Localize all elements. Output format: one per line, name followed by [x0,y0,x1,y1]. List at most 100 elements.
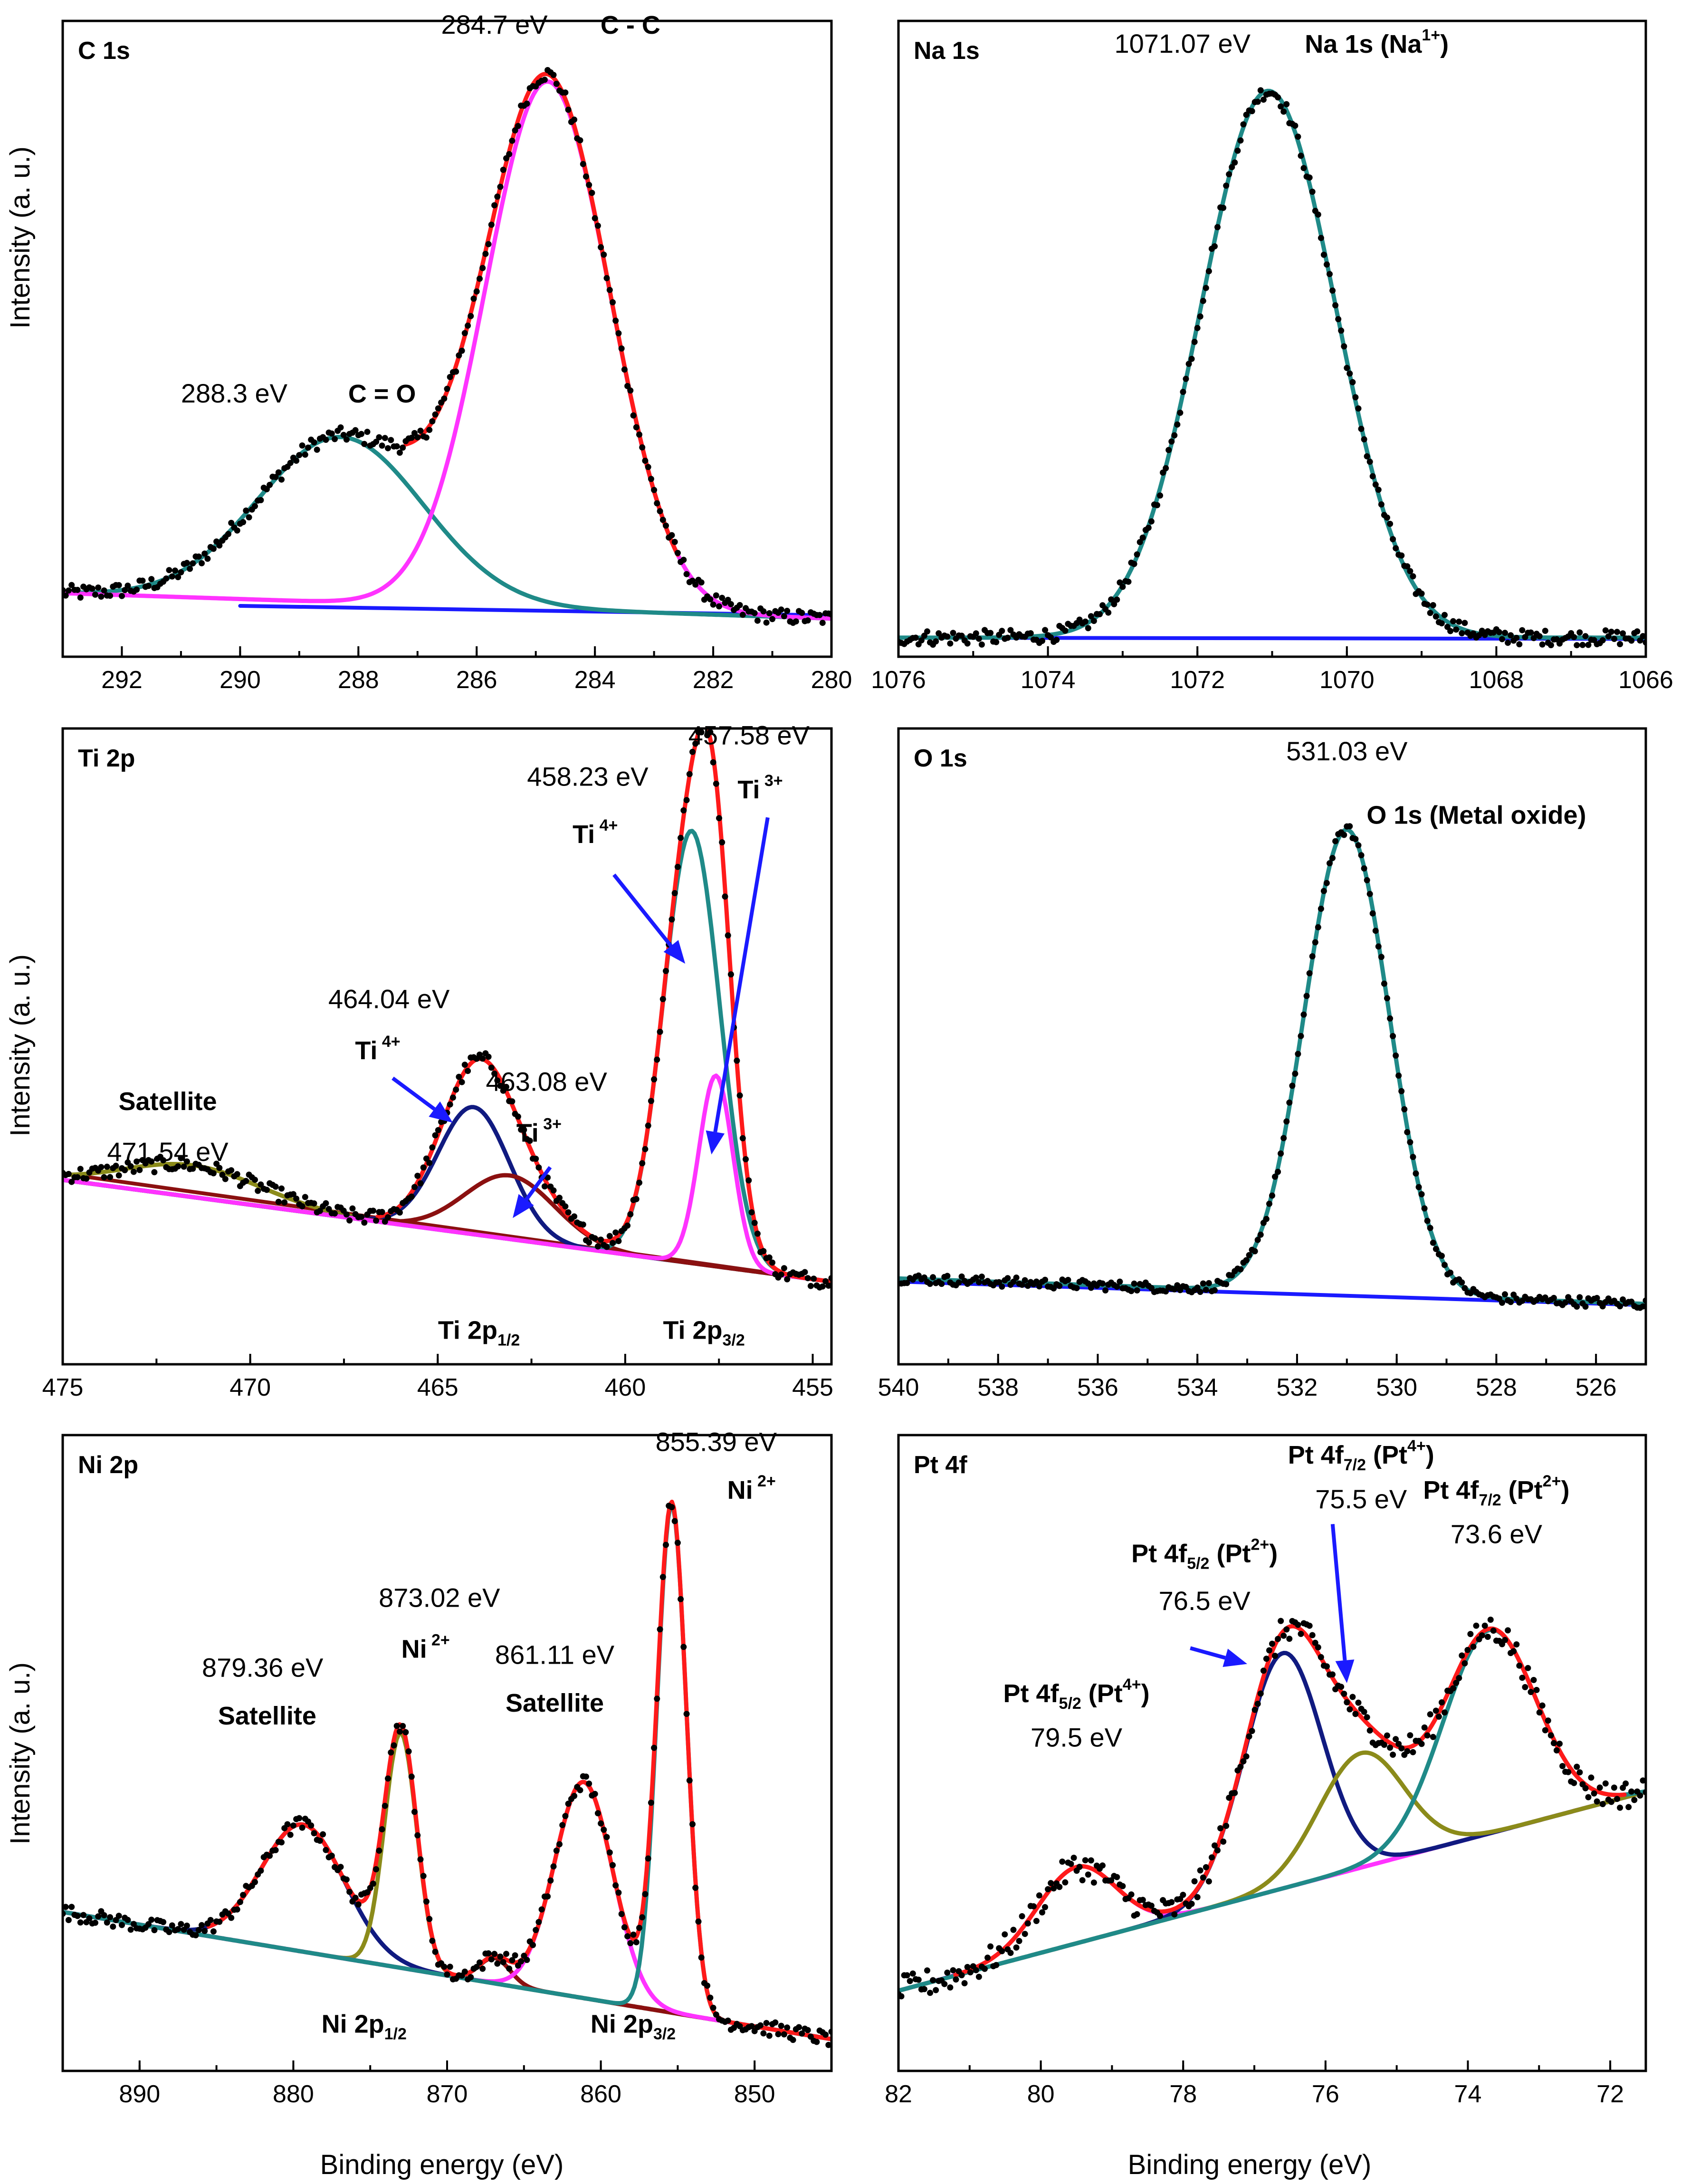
data-point [586,182,592,188]
data-point [698,579,705,586]
data-point [1134,1287,1140,1293]
data-point [1203,285,1209,291]
data-point [243,508,249,514]
data-point [958,1972,965,1979]
data-point [74,586,81,593]
data-point [323,1847,329,1853]
data-point [1251,1706,1258,1713]
data-point [915,1976,922,1983]
data-point [240,1892,247,1898]
data-point [651,487,658,493]
data-point [512,1952,518,1959]
data-point [580,161,586,167]
data-point [1410,1154,1416,1160]
data-point [754,1230,761,1237]
x-tick-label: 465 [417,1374,458,1401]
data-point [160,1919,167,1925]
data-point [987,630,994,636]
data-point [1062,627,1069,634]
data-point [1154,502,1160,508]
data-point [1585,1794,1592,1801]
data-point [565,1209,572,1216]
data-point [1300,1011,1307,1018]
data-point [583,173,589,180]
data-point [674,550,681,556]
data-point [1283,1118,1290,1125]
data-point [1240,1758,1247,1764]
data-point [1254,1236,1261,1243]
data-point [973,1967,979,1973]
data-point [1553,1747,1560,1753]
data-point [115,582,122,588]
data-point [281,1199,288,1206]
annotation-text: Satellite [218,1702,316,1730]
data-point [267,1852,273,1859]
data-point [272,1847,279,1853]
annotation-text: 7/2 [1344,1456,1366,1474]
data-point [199,560,205,566]
data-point [385,1214,391,1221]
data-point [1249,108,1255,115]
data-point [743,1156,749,1162]
data-point [1237,137,1244,144]
data-point [1205,1878,1212,1885]
annotation-text: Ti [355,1036,377,1065]
data-point [1019,1913,1025,1919]
data-point [642,1891,649,1897]
data-point [1048,1880,1054,1887]
data-point [1191,1878,1198,1885]
data-point [396,450,403,456]
annotation-text: ) [1426,1441,1434,1469]
data-point [680,556,687,563]
panel-title: Ni 2p [78,1451,138,1479]
data-point [1424,1732,1431,1739]
data-point [648,476,654,482]
data-point [594,1810,601,1817]
data-point [1007,1950,1014,1956]
data-point [104,1919,110,1926]
data-point [615,1889,622,1896]
data-point [199,1922,205,1928]
data-point [83,1175,90,1182]
data-point [482,250,489,257]
data-point [515,123,521,129]
data-point [1461,1660,1468,1667]
data-point [975,1973,982,1980]
data-point [1232,159,1238,166]
data-point [1387,1744,1394,1751]
data-point [278,476,285,483]
data-point [1157,1913,1163,1919]
x-tick-label: 292 [101,666,143,694]
data-point [1197,313,1203,320]
data-point [370,1207,376,1214]
data-point [668,532,675,538]
data-point [1320,251,1327,258]
data-point [1303,993,1310,999]
data-point [316,1838,323,1844]
data-point [778,2022,784,2029]
data-point [1275,1169,1281,1175]
data-points-c1s [63,67,831,626]
x-tick-label: 284 [574,666,616,694]
data-point [642,1146,649,1152]
annotation-arrow-1 [713,817,770,1132]
data-point [544,1893,551,1900]
data-point [1435,1714,1442,1720]
data-point [512,127,518,134]
peak-annotation: Ti 4+ [573,816,618,849]
data-point [651,1076,658,1082]
peak-annotation: Pt 4f5/2 (Pt4+) [1003,1676,1150,1713]
data-point [1114,1874,1120,1880]
data-point [633,1939,640,1945]
data-point [190,560,196,566]
plot-area-ni2p [63,1499,831,2048]
data-point [1134,1911,1140,1917]
data-point [408,1773,415,1780]
data-point [692,740,699,747]
data-point [1602,1780,1609,1787]
data-point [987,1943,994,1950]
data-point [1413,1170,1419,1177]
data-point [713,780,719,787]
annotation-text: Ti [737,776,760,804]
data-point [1582,633,1589,640]
